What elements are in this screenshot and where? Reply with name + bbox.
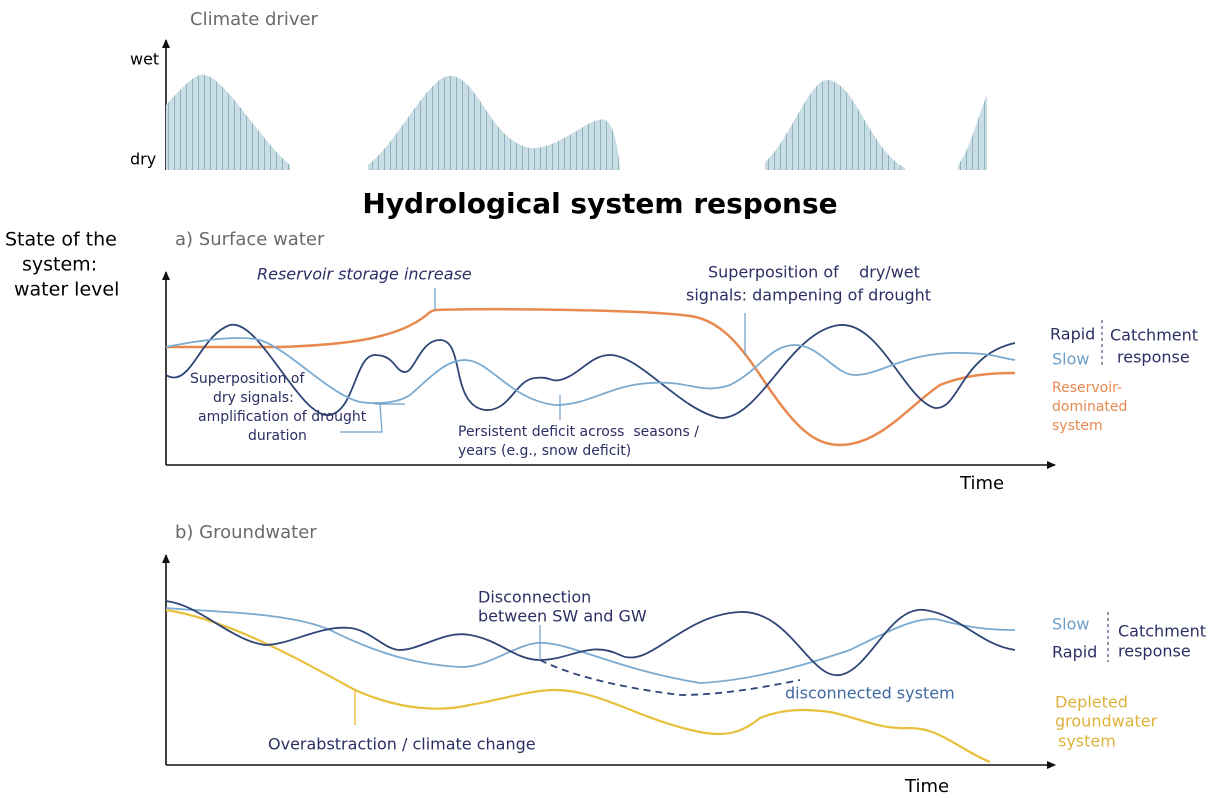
annotation: duration bbox=[248, 428, 307, 444]
y-label: State of the bbox=[5, 229, 117, 251]
climate-bars bbox=[166, 74, 987, 170]
annotation: Disconnection bbox=[478, 588, 591, 607]
main-title: Hydrological system response bbox=[362, 187, 837, 220]
panel-title: b) Groundwater bbox=[175, 522, 317, 543]
annotation: disconnected system bbox=[785, 684, 955, 703]
legend-catchment: Catchment bbox=[1110, 326, 1198, 345]
x-label: Time bbox=[959, 473, 1004, 494]
annotation: between SW and GW bbox=[478, 607, 647, 626]
y-label: water level bbox=[14, 279, 119, 301]
climate-title: Climate driver bbox=[190, 9, 319, 30]
legend-reservoir: system bbox=[1052, 418, 1103, 434]
disconnected-curve bbox=[539, 659, 801, 696]
legend-slow: Slow bbox=[1052, 615, 1089, 634]
legend-depleted: groundwater bbox=[1055, 712, 1158, 731]
legend-catchment: response bbox=[1117, 348, 1190, 367]
annotation: dry signals: bbox=[213, 390, 294, 406]
legend-depleted: system bbox=[1058, 732, 1116, 751]
annotation: Persistent deficit across seasons / bbox=[458, 424, 699, 440]
x-label: Time bbox=[904, 776, 949, 797]
annotation: amplification of drought bbox=[198, 409, 367, 425]
rapid-curve bbox=[165, 600, 1016, 676]
slow-curve bbox=[165, 607, 1016, 684]
annotation: Superposition of dry/wet bbox=[708, 263, 920, 282]
slow-curve bbox=[165, 337, 1016, 406]
legend-reservoir: Reservoir- bbox=[1052, 380, 1122, 396]
annotation: years (e.g., snow deficit) bbox=[458, 443, 631, 459]
legend-catchment: response bbox=[1118, 642, 1191, 661]
y-label: system: bbox=[22, 254, 97, 276]
legend-depleted: Depleted bbox=[1055, 693, 1128, 712]
rapid-curve bbox=[165, 324, 1016, 419]
legend-slow: Slow bbox=[1052, 350, 1089, 369]
legend-rapid: Rapid bbox=[1050, 325, 1095, 344]
legend-rapid: Rapid bbox=[1052, 643, 1097, 662]
dry-label: dry bbox=[130, 150, 156, 169]
leader bbox=[340, 403, 383, 433]
legend-catchment: Catchment bbox=[1118, 622, 1206, 641]
legend-reservoir: dominated bbox=[1052, 399, 1127, 415]
annotation: Overabstraction / climate change bbox=[268, 735, 536, 754]
annotation: Superposition of bbox=[190, 371, 305, 387]
annotation: Reservoir storage increase bbox=[257, 265, 472, 284]
wet-label: wet bbox=[130, 50, 159, 69]
annotation: signals: dampening of drought bbox=[686, 286, 931, 305]
panel-title: a) Surface water bbox=[175, 229, 325, 250]
reservoir-curve bbox=[166, 308, 1016, 447]
